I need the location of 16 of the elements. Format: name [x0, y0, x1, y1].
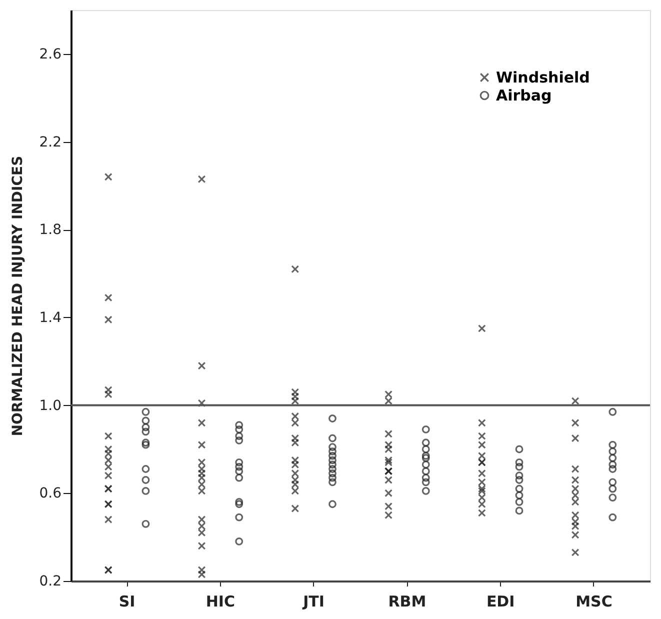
x-tick-label: SI — [118, 592, 136, 610]
y-tick-label: 2.2 — [39, 134, 62, 150]
x-tick-label: EDI — [486, 592, 515, 610]
y-tick-label: 2.6 — [39, 46, 62, 62]
x-tick-label: HIC — [206, 592, 235, 610]
legend-label: Windshield — [496, 68, 590, 86]
y-tick-label: 1.4 — [39, 310, 62, 326]
legend-label: Airbag — [496, 86, 552, 104]
y-tick-label: 0.2 — [39, 574, 62, 590]
y-tick-label: 1.8 — [39, 222, 62, 238]
x-tick-label: MSC — [576, 592, 612, 610]
x-tick-label: RBM — [388, 592, 426, 610]
x-tick-label: JTI — [302, 592, 325, 610]
y-tick-label: 1.0 — [39, 398, 62, 414]
y-axis-title: NORMALIZED HEAD INJURY INDICES — [10, 156, 26, 436]
y-tick-label: 0.6 — [39, 486, 62, 502]
